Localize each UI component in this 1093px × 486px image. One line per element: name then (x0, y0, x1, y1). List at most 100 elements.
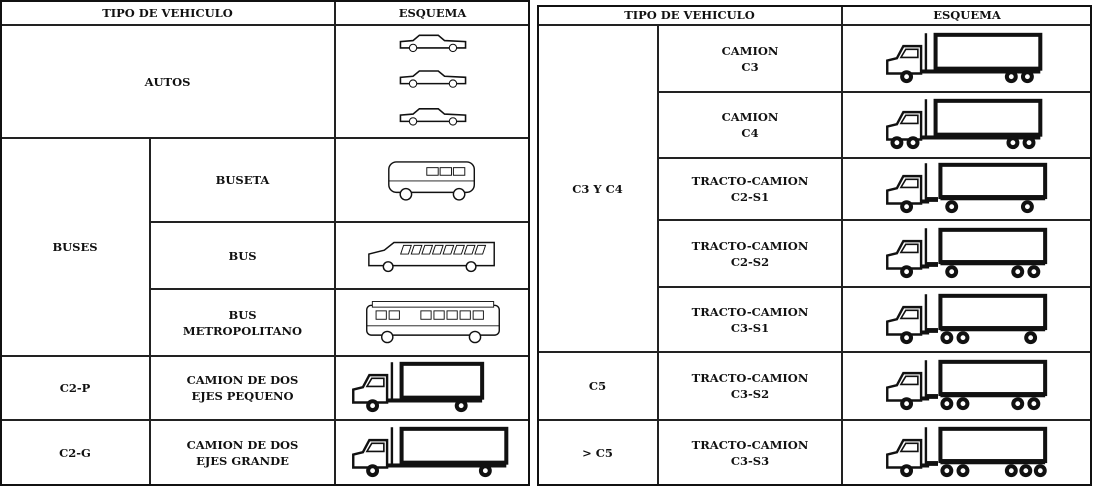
icon-part (458, 403, 464, 409)
type-label: TRACTO-CAMION (691, 238, 809, 253)
icon-part (375, 309, 387, 320)
icon-part (408, 79, 417, 88)
class-label: AUTOS (144, 74, 191, 89)
type-cell: TRACTO-CAMION C2-S1 (658, 158, 842, 220)
icon-part (431, 244, 444, 255)
icon-part (960, 334, 966, 340)
header-text: ESQUEMA (398, 5, 467, 20)
icon-part (399, 34, 466, 49)
icon-part (1023, 468, 1029, 474)
header-text: ESQUEMA (933, 8, 1001, 22)
type-label: CAMION DE DOS (186, 438, 299, 452)
icon-part (408, 43, 417, 53)
icon-part (448, 79, 457, 88)
header-text: TIPO DE VEHICULO (624, 8, 755, 22)
icon-part (1028, 334, 1034, 340)
class-cell: C5 (537, 352, 658, 420)
type-label: C2-S2 (730, 254, 770, 269)
icon-part (399, 187, 413, 201)
type-cell: CAMION DE DOS EJES PEQUENO (150, 356, 335, 420)
icon-part (408, 117, 417, 126)
class-label: C3 Y C4 (572, 181, 623, 196)
icon-part (926, 461, 938, 466)
vehicle-icon (351, 361, 484, 413)
icon-part (904, 268, 909, 274)
icon-part (399, 361, 484, 400)
icon-part (899, 309, 919, 319)
vehicle-icon (886, 162, 1048, 214)
type-cell: TRACTO-CAMION C2-S2 (658, 220, 842, 287)
scheme-cell (842, 352, 1092, 420)
type-label: C3-S1 (730, 320, 770, 335)
vehicle-icon (351, 426, 508, 478)
icon-part (926, 394, 938, 399)
type-cell: TRACTO-CAMION C3-S1 (658, 287, 842, 352)
type-label: C3-S2 (730, 387, 770, 401)
icon-part (960, 468, 966, 474)
class-cell: C3 Y C4 (537, 25, 658, 352)
vehicle-icon (886, 32, 1043, 83)
scheme-cell (335, 25, 530, 138)
icon-part (426, 167, 439, 176)
icon-part (938, 426, 1048, 464)
icon-part (448, 117, 457, 126)
scheme-cell (335, 289, 530, 356)
icon-part (888, 135, 1041, 140)
icon-part (371, 300, 494, 308)
icon-part (482, 468, 488, 474)
type-label: C3 (741, 59, 759, 74)
scheme-cell (335, 138, 530, 222)
scheme-cell (842, 25, 1092, 92)
vehicle-icon (886, 426, 1048, 478)
icon-part (432, 309, 445, 320)
type-cell: TRACTO-CAMION C3-S2 (658, 352, 842, 420)
icon-part (1025, 204, 1030, 210)
icon-part (899, 243, 919, 253)
type-label: TRACTO-CAMION (691, 438, 809, 452)
type-label: CAMION DE DOS (186, 373, 299, 387)
icon-part (472, 309, 484, 320)
type-label: BUS (228, 248, 257, 263)
header-cell: TIPO DE VEHICULO (0, 0, 335, 25)
icon-part (388, 161, 476, 194)
vehicle-icon (388, 161, 476, 201)
class-cell: C2-P (0, 356, 150, 420)
icon-part (369, 468, 375, 474)
vehicle-icon (365, 300, 500, 343)
icon-part (399, 70, 466, 85)
icon-part (354, 398, 482, 403)
icon-part (474, 244, 487, 255)
icon-part (938, 293, 1048, 330)
icon-part (938, 162, 1048, 200)
type-label: C3-S3 (730, 454, 770, 468)
icon-part (944, 334, 950, 340)
type-label: EJES PEQUENO (191, 389, 294, 403)
type-label: TRACTO-CAMION (691, 371, 809, 385)
icon-part (888, 68, 1041, 73)
icon-part (899, 178, 919, 189)
icon-part (400, 244, 412, 255)
vehicle-icon (886, 227, 1048, 278)
icon-part (899, 442, 919, 453)
icon-part (1008, 73, 1014, 79)
type-label: EJES GRANDE (196, 454, 289, 468)
icon-part (369, 403, 375, 409)
icon-part (1010, 140, 1016, 146)
class-cell: AUTOS (0, 25, 335, 138)
vehicle-icon (886, 293, 1048, 344)
icon-part (382, 260, 394, 272)
icon-part (388, 309, 400, 320)
icon-part (459, 309, 471, 320)
class-cell: C2-G (0, 420, 150, 486)
icon-part (380, 330, 394, 343)
scheme-cell (335, 222, 530, 289)
icon-part (904, 73, 909, 79)
class-label: > C5 (582, 446, 613, 460)
icon-part (899, 375, 919, 386)
vehicle-icon (886, 359, 1048, 411)
vehicle-icon (886, 98, 1043, 150)
icon-part (904, 204, 909, 210)
icon-part (399, 108, 466, 123)
icon-part (1015, 268, 1021, 274)
icon-part (468, 330, 481, 343)
